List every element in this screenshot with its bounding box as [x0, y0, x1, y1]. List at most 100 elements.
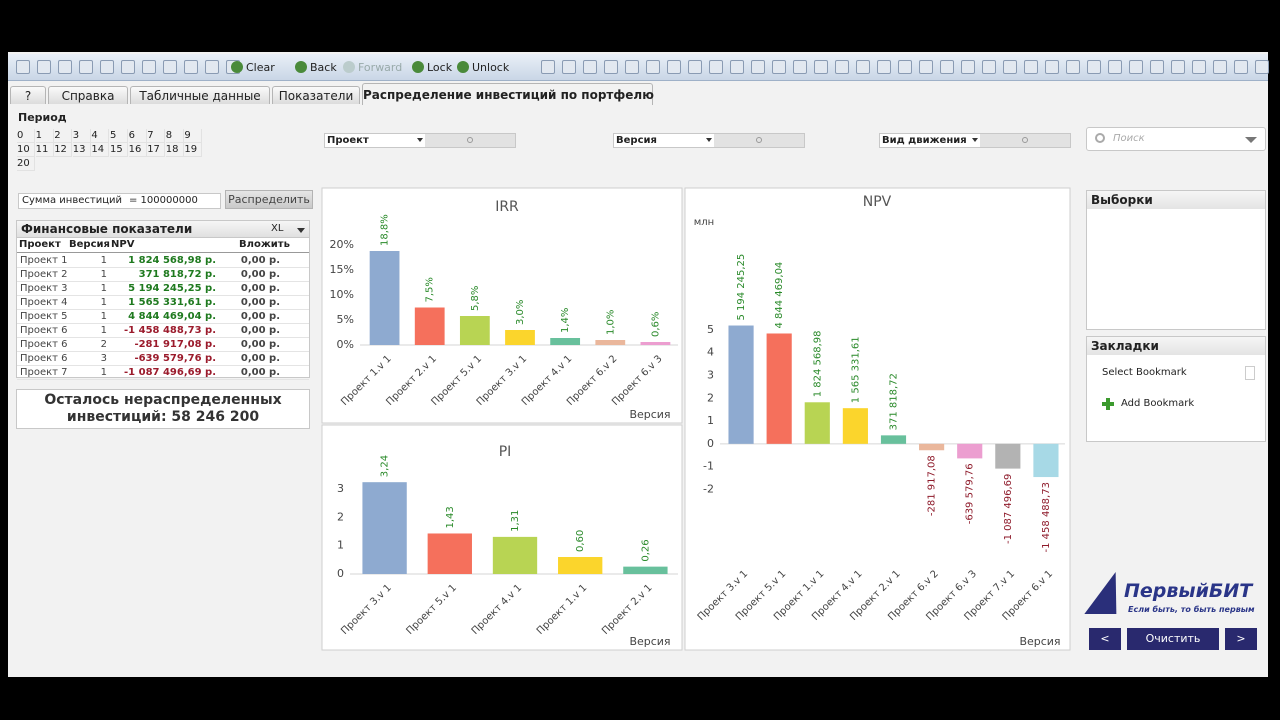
period-value[interactable]: 3 [72, 129, 91, 143]
toolbar-button[interactable]: Lock [411, 59, 452, 76]
distribute-button[interactable]: Распределить [225, 190, 313, 209]
toolbar-icon[interactable] [961, 60, 975, 74]
toolbar-icon[interactable] [1129, 60, 1143, 74]
filter-listbox[interactable]: Проект [324, 133, 516, 148]
toolbar-button[interactable]: Unlock [456, 59, 509, 76]
toolbar-icon[interactable] [1045, 60, 1059, 74]
toolbar-icon[interactable] [583, 60, 597, 74]
toolbar-icon[interactable] [184, 60, 198, 74]
toolbar-icon[interactable] [1003, 60, 1017, 74]
period-value[interactable]: 5 [110, 129, 128, 143]
toolbar-icon[interactable] [856, 60, 870, 74]
toolbar-icon[interactable] [142, 60, 156, 74]
period-value[interactable]: 11 [35, 143, 54, 157]
toolbar-icon[interactable] [205, 60, 219, 74]
toolbar-icon[interactable] [1171, 60, 1185, 74]
table-cell: 3 [100, 353, 107, 364]
bookmark-select[interactable]: Select Bookmark [1102, 367, 1187, 378]
period-value[interactable]: 12 [54, 143, 73, 157]
filter-listbox[interactable]: Версия [613, 133, 805, 148]
period-value[interactable]: 13 [72, 143, 91, 157]
toolbar-icon[interactable] [79, 60, 93, 74]
period-value[interactable]: 16 [128, 143, 147, 157]
column-header[interactable]: Проект [19, 239, 61, 250]
period-value[interactable]: 2 [54, 129, 73, 143]
period-value[interactable]: 19 [184, 143, 203, 157]
add-bookmark[interactable]: Add Bookmark [1121, 398, 1195, 409]
period-value[interactable]: 18 [165, 143, 184, 157]
select-arrow[interactable] [1245, 366, 1255, 380]
row-rule [17, 267, 309, 268]
dropdown-arrow[interactable] [297, 228, 305, 233]
toolbar-icon[interactable] [100, 60, 114, 74]
toolbar-icon[interactable] [1192, 60, 1206, 74]
toolbar-icon[interactable] [562, 60, 576, 74]
row-rule [17, 281, 309, 282]
period-value[interactable]: 1 [35, 129, 54, 143]
toolbar-icon[interactable] [604, 60, 618, 74]
period-value[interactable]: 0 [17, 129, 35, 143]
period-value[interactable]: 6 [128, 129, 147, 143]
toolbar-icon[interactable] [898, 60, 912, 74]
toolbar-icon[interactable] [1024, 60, 1038, 74]
nav-button[interactable]: < [1089, 628, 1121, 650]
column-header[interactable]: Версия [69, 239, 110, 250]
toolbar-button[interactable]: Back [294, 59, 337, 76]
toolbar-icon[interactable] [1234, 60, 1248, 74]
period-value[interactable]: 8 [165, 129, 184, 143]
toolbar-icon[interactable] [58, 60, 72, 74]
toolbar-icon[interactable] [793, 60, 807, 74]
toolbar-icon[interactable] [16, 60, 30, 74]
tab[interactable]: ? [10, 86, 46, 104]
export-button[interactable]: XL [271, 223, 284, 234]
tab[interactable]: Показатели [272, 86, 360, 104]
investment-input[interactable]: Сумма инвестиций = 100000000 [18, 193, 221, 209]
period-value[interactable]: 14 [91, 143, 110, 157]
tab[interactable]: Справка [48, 86, 128, 104]
toolbar-icon[interactable] [625, 60, 639, 74]
toolbar-button[interactable]: Clear [230, 59, 275, 76]
table-cell: 1 [100, 311, 107, 322]
toolbar-icon[interactable] [667, 60, 681, 74]
period-value[interactable]: 15 [110, 143, 128, 157]
period-value[interactable]: 9 [184, 129, 203, 143]
toolbar-icon[interactable] [919, 60, 933, 74]
toolbar-button[interactable]: Forward [342, 59, 402, 76]
period-value[interactable]: 17 [147, 143, 166, 157]
period-value[interactable]: 4 [91, 129, 110, 143]
toolbar-icon[interactable] [688, 60, 702, 74]
period-value[interactable]: 7 [147, 129, 166, 143]
toolbar-icon[interactable] [121, 60, 135, 74]
toolbar-icon[interactable] [1066, 60, 1080, 74]
toolbar-icon[interactable] [37, 60, 51, 74]
tab[interactable]: Табличные данные [130, 86, 270, 104]
toolbar-icon[interactable] [835, 60, 849, 74]
toolbar-icon[interactable] [751, 60, 765, 74]
tab[interactable]: Распределение инвестиций по портфелю [362, 83, 654, 105]
toolbar-icon[interactable] [982, 60, 996, 74]
toolbar-icon[interactable] [163, 60, 177, 74]
add-icon[interactable] [1102, 398, 1114, 410]
toolbar-icon[interactable] [877, 60, 891, 74]
toolbar-icon[interactable] [1087, 60, 1101, 74]
filter-listbox[interactable]: Вид движения [879, 133, 1071, 148]
search-box[interactable]: Поиск [1086, 127, 1266, 151]
table-cell: 371 818,72 р. [138, 269, 216, 280]
toolbar-icon[interactable] [1255, 60, 1269, 74]
toolbar-icon[interactable] [709, 60, 723, 74]
period-value[interactable]: 10 [17, 143, 35, 157]
toolbar-icon[interactable] [1213, 60, 1227, 74]
toolbar-icon[interactable] [1150, 60, 1164, 74]
column-header[interactable]: NPV [111, 239, 135, 250]
toolbar-icon[interactable] [730, 60, 744, 74]
toolbar-icon[interactable] [541, 60, 555, 74]
toolbar-icon[interactable] [1108, 60, 1122, 74]
toolbar-icon[interactable] [646, 60, 660, 74]
column-header[interactable]: Вложить [239, 239, 290, 250]
period-value[interactable]: 20 [17, 157, 35, 171]
nav-button[interactable]: Очистить [1127, 628, 1219, 650]
nav-button[interactable]: > [1225, 628, 1257, 650]
toolbar-icon[interactable] [940, 60, 954, 74]
toolbar-icon[interactable] [814, 60, 828, 74]
toolbar-icon[interactable] [772, 60, 786, 74]
